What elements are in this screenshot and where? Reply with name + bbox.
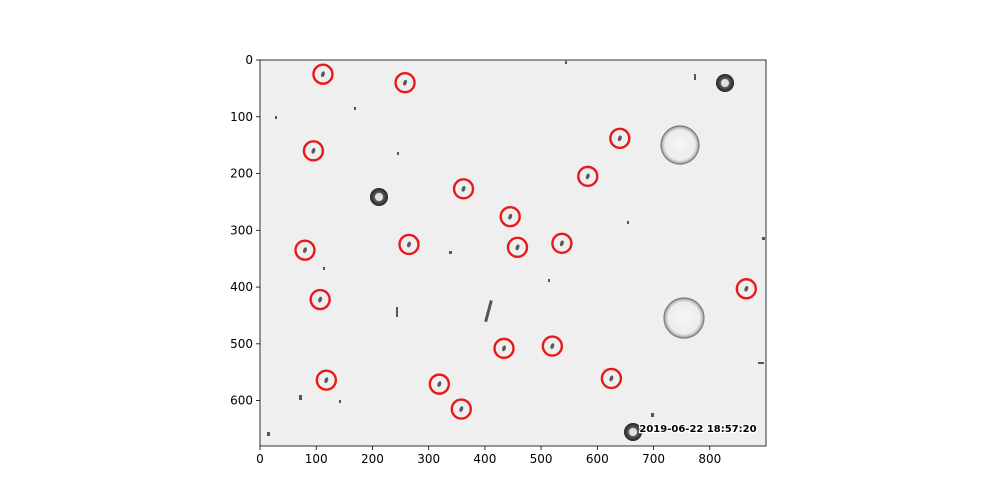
detection-circle (735, 278, 758, 300)
y-tick-label: 300 (230, 223, 253, 237)
detection-circle (609, 127, 631, 150)
particle (502, 345, 506, 352)
x-tick-label: 0 (256, 452, 264, 466)
detection-circle (302, 140, 325, 162)
detection-circle (312, 63, 334, 85)
particle (311, 147, 316, 154)
particle (515, 244, 520, 251)
y-tick-label: 500 (230, 337, 253, 351)
particle (550, 343, 555, 349)
particle (407, 241, 411, 248)
particle (559, 240, 564, 247)
detection-circle (398, 233, 420, 256)
particles (302, 71, 749, 412)
x-tick-label: 800 (698, 452, 721, 466)
particle (320, 71, 325, 78)
plot-frame (259, 59, 767, 447)
y-tick-label: 0 (245, 53, 253, 67)
x-tick-label: 500 (530, 452, 553, 466)
y-axis: 0 100 200 300 400 500 600 (230, 53, 260, 408)
timestamp-overlay: 2019-06-22 18:57:20 (639, 424, 756, 435)
x-tick-label: 400 (473, 452, 496, 466)
particle (437, 381, 442, 388)
detection-circle (506, 236, 529, 259)
x-tick-label: 300 (417, 452, 440, 466)
y-tick-label: 200 (230, 167, 253, 181)
y-tick-label: 400 (230, 280, 253, 294)
detection-circle (551, 232, 573, 255)
particle (744, 285, 749, 292)
y-tick-label: 600 (230, 394, 253, 408)
microscope-image (260, 60, 766, 446)
detection-circle (499, 205, 521, 228)
detection-circle (452, 178, 475, 200)
particle (609, 375, 614, 382)
particle (617, 135, 622, 142)
bubble-dark-top-right (716, 74, 734, 92)
x-tick-label: 200 (361, 452, 384, 466)
detection-circle (493, 337, 515, 360)
detection-circle (428, 373, 451, 395)
detection-circle (294, 239, 316, 261)
detection-circle (600, 367, 623, 390)
detection-markers (294, 63, 758, 420)
x-tick-label: 100 (305, 452, 328, 466)
bubble-large-upper (660, 125, 700, 165)
bubble-large-lower (663, 297, 705, 339)
detection-circle (394, 72, 416, 94)
particle (324, 377, 329, 384)
particle (318, 296, 323, 303)
particle (302, 247, 307, 254)
bubble-dark-bottom (624, 423, 642, 441)
particle (508, 213, 513, 220)
detection-circle (309, 288, 331, 311)
detection-circle (577, 165, 599, 188)
detection-circle (541, 335, 564, 357)
particle (585, 173, 590, 180)
x-axis: 0 100 200 300 400 500 600 700 800 (256, 446, 721, 466)
debris (267, 61, 765, 436)
detection-circle (450, 398, 472, 420)
particle (461, 185, 466, 192)
x-tick-label: 600 (586, 452, 609, 466)
bubble-dark-left (370, 188, 388, 206)
particle (459, 406, 464, 412)
detection-circle (315, 369, 338, 391)
y-tick-label: 100 (230, 110, 253, 124)
x-tick-label: 700 (642, 452, 665, 466)
particle (403, 79, 408, 86)
